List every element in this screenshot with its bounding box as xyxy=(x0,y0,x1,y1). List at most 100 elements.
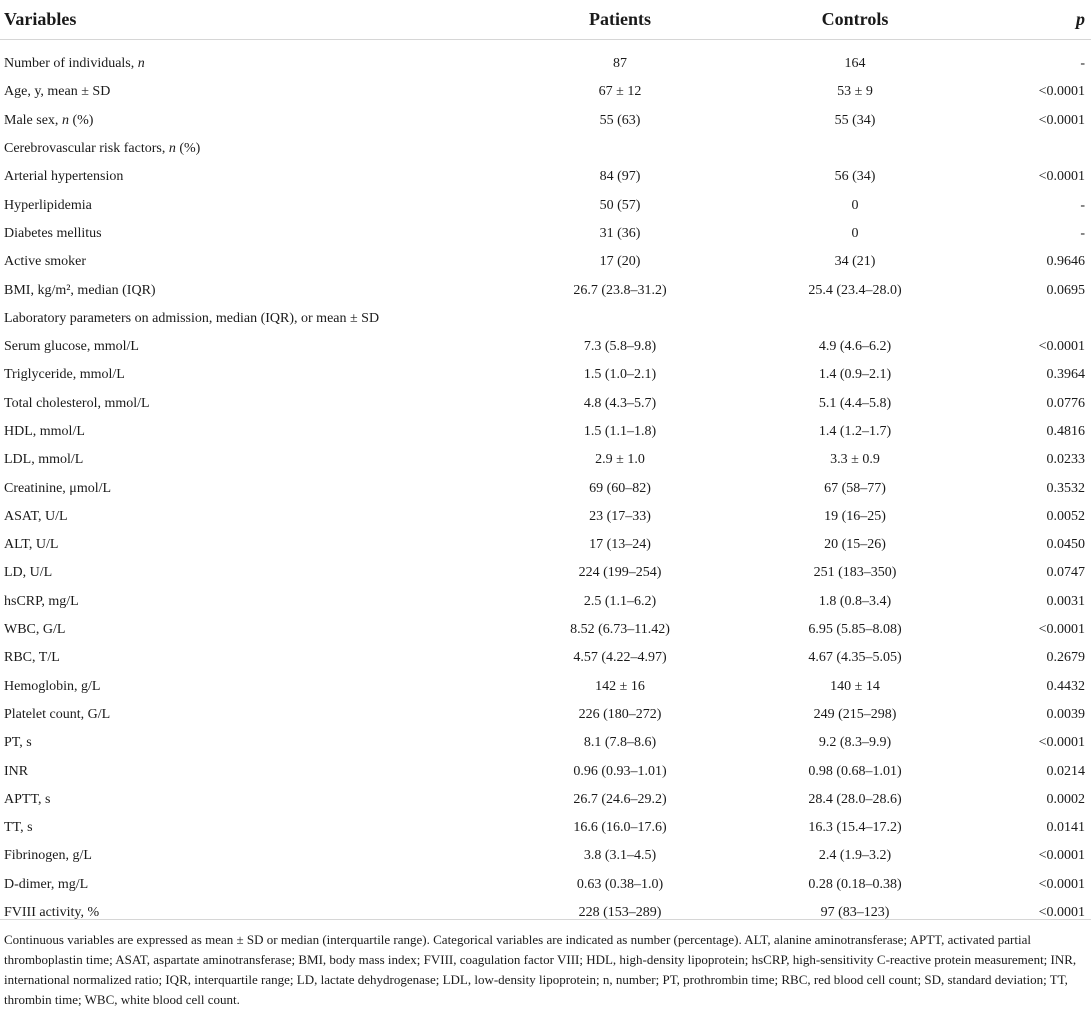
row-patients: 142 ± 16 xyxy=(595,678,645,694)
row-p-value: 0.3964 xyxy=(1046,367,1086,383)
row-controls xyxy=(730,305,980,333)
table-row: D-dimer, mg/L 0.63 (0.38–1.0) 0.28 (0.18–0… xyxy=(0,871,1091,899)
row-p-value: 0.0214 xyxy=(1046,763,1086,779)
row-patients: 226 (180–272) xyxy=(578,706,662,722)
row-p-value: 0.4816 xyxy=(1046,424,1086,439)
row-controls: 2.4 (1.9–3.2) xyxy=(818,848,892,864)
row-controls: 4.67 (4.35–5.05) xyxy=(808,650,902,666)
row-controls: 28.4 (28.0–28.6) xyxy=(808,791,902,807)
row-controls: 6.95 (5.85–8.08) xyxy=(808,622,902,638)
table-row: WBC, G/L 8.52 (6.73–11.42) 6.95 (5.85–8.08… xyxy=(0,616,1091,644)
table-row: FVIII activity, % 228 (153–289) 97 (83–123… xyxy=(0,899,1091,927)
table-row: PT, s 8.1 (7.8–8.6) 9.2 (8.3–9.9) <0.0001 xyxy=(0,729,1091,757)
row-controls xyxy=(730,135,980,163)
table-footnote: Continuous variables are expressed as me… xyxy=(4,932,1077,1007)
table-row: LD, U/L 224 (199–254) 251 (183–350) 0.0747 xyxy=(0,559,1091,587)
table-row: hsCRP, mg/L 2.5 (1.1–6.2) 1.8 (0.8–3.4) 0.0… xyxy=(0,588,1091,616)
row-patients xyxy=(510,305,730,333)
row-p-value: 0.3532 xyxy=(1046,480,1086,496)
row-p-value: 0.9646 xyxy=(1046,254,1086,270)
row-controls: 1.8 (0.8–3.4) xyxy=(818,593,892,609)
row-p-value: <0.0001 xyxy=(1038,848,1085,864)
row-controls: 140 ± 14 xyxy=(830,678,880,694)
row-p-value: 0.0747 xyxy=(1046,565,1086,581)
row-patients: 17 (13–24) xyxy=(589,537,651,553)
row-patients: 0.63 (0.38–1.0) xyxy=(576,876,664,892)
row-controls: 56 (34) xyxy=(834,169,876,185)
row-controls: 249 (215–298) xyxy=(813,706,897,722)
row-p-value: 0.0002 xyxy=(1046,791,1086,807)
row-variable: APTT, s xyxy=(4,791,51,807)
row-variable: Age, y, mean ± SD xyxy=(4,84,111,100)
table-row: Arterial hypertension 84 (97) 56 (34) <0.00… xyxy=(0,163,1091,191)
table-row: Male sex, n (%) 55 (63) 55 (34) <0.0001 xyxy=(0,107,1091,135)
row-p-value: 0.4432 xyxy=(1046,678,1086,694)
row-variable: Fibrinogen, g/L xyxy=(4,848,92,864)
row-controls: 164 xyxy=(844,56,866,72)
header-p-value: p xyxy=(980,0,1091,40)
table-row: HDL, mmol/L 1.5 (1.1–1.8) 1.4 (1.2–1.7) 0.4… xyxy=(0,418,1091,446)
row-variable: FVIII activity, % xyxy=(4,905,100,921)
row-variable: Cerebrovascular risk factors, n (%) xyxy=(4,141,201,157)
row-controls: 55 (34) xyxy=(834,112,876,128)
row-patients: 2.9 ± 1.0 xyxy=(595,452,645,468)
row-variable: LD, U/L xyxy=(4,565,53,581)
row-variable: Male sex, n (%) xyxy=(4,112,94,128)
table-row: Creatinine, μmol/L 69 (60–82) 67 (58–77) 0.… xyxy=(0,474,1091,502)
row-variable: Hyperlipidemia xyxy=(4,197,92,213)
row-controls: 19 (16–25) xyxy=(824,508,886,524)
row-p-value: 0.0141 xyxy=(1046,820,1086,836)
row-patients: 17 (20) xyxy=(599,254,641,270)
table-row: Cerebrovascular risk factors, n (%) xyxy=(0,135,1091,163)
header-row: Variables Patients Controls p xyxy=(0,0,1091,40)
footnote-divider xyxy=(0,919,1091,920)
header-patients: Patients xyxy=(510,0,730,40)
table-row: LDL, mmol/L 2.9 ± 1.0 3.3 ± 0.9 0.0233 xyxy=(0,446,1091,474)
row-patients: 4.57 (4.22–4.97) xyxy=(573,650,667,666)
row-controls: 0.28 (0.18–0.38) xyxy=(808,876,902,892)
row-p-value: <0.0001 xyxy=(1038,112,1085,128)
table-row: Laboratory parameters on admission, medi… xyxy=(0,305,1091,333)
row-patients: 4.8 (4.3–5.7) xyxy=(583,395,657,411)
row-variable: TT, s xyxy=(4,820,33,836)
row-p-value: 0.0450 xyxy=(1046,537,1086,553)
row-controls: 97 (83–123) xyxy=(820,905,890,921)
table-row: Triglyceride, mmol/L 1.5 (1.0–2.1) 1.4 (0.… xyxy=(0,361,1091,389)
row-p-value: <0.0001 xyxy=(1038,876,1085,892)
row-variable: BMI, kg/m², median (IQR) xyxy=(4,282,156,298)
row-patients: 31 (36) xyxy=(599,225,641,241)
row-controls: 251 (183–350) xyxy=(813,565,897,581)
row-p-value: 0.0052 xyxy=(1046,508,1086,524)
row-patients: 55 (63) xyxy=(599,112,641,128)
table-row: Platelet count, G/L 226 (180–272) 249 (215… xyxy=(0,701,1091,729)
row-p-value: <0.0001 xyxy=(1038,622,1085,638)
table-row: Age, y, mean ± SD 67 ± 12 53 ± 9 <0.0001 xyxy=(0,78,1091,106)
row-patients: 23 (17–33) xyxy=(589,508,651,524)
row-variable: Arterial hypertension xyxy=(4,169,124,185)
table-row: Hyperlipidemia 50 (57) 0 - xyxy=(0,191,1091,219)
table-body: Number of individuals, n 87 164 - Age, y, me… xyxy=(0,40,1091,928)
row-p-value: - xyxy=(1080,56,1085,72)
row-variable: Creatinine, μmol/L xyxy=(4,480,112,496)
row-controls: 0.98 (0.68–1.01) xyxy=(808,763,902,779)
table-row: BMI, kg/m², median (IQR) 26.7 (23.8–31.2)… xyxy=(0,276,1091,304)
row-patients: 0.96 (0.93–1.01) xyxy=(573,763,667,779)
row-p-value: 0.0031 xyxy=(1046,593,1086,609)
row-controls: 4.9 (4.6–6.2) xyxy=(818,339,892,355)
row-p-value: <0.0001 xyxy=(1038,735,1085,751)
row-controls: 3.3 ± 0.9 xyxy=(830,452,880,468)
table-row: TT, s 16.6 (16.0–17.6) 16.3 (15.4–17.2) 0.0… xyxy=(0,814,1091,842)
table-row: ASAT, U/L 23 (17–33) 19 (16–25) 0.0052 xyxy=(0,503,1091,531)
row-controls: 53 ± 9 xyxy=(837,84,873,100)
row-patients: 8.1 (7.8–8.6) xyxy=(583,735,657,751)
row-variable: Platelet count, G/L xyxy=(4,706,111,722)
row-p-value: - xyxy=(1080,225,1085,241)
row-patients: 16.6 (16.0–17.6) xyxy=(573,820,667,836)
row-variable: LDL, mmol/L xyxy=(4,452,84,468)
table-row: Number of individuals, n 87 164 - xyxy=(0,40,1091,79)
row-p-value: 0.0233 xyxy=(1046,452,1086,468)
row-variable: Hemoglobin, g/L xyxy=(4,678,101,694)
row-controls: 16.3 (15.4–17.2) xyxy=(808,820,902,836)
row-variable: Diabetes mellitus xyxy=(4,225,102,241)
